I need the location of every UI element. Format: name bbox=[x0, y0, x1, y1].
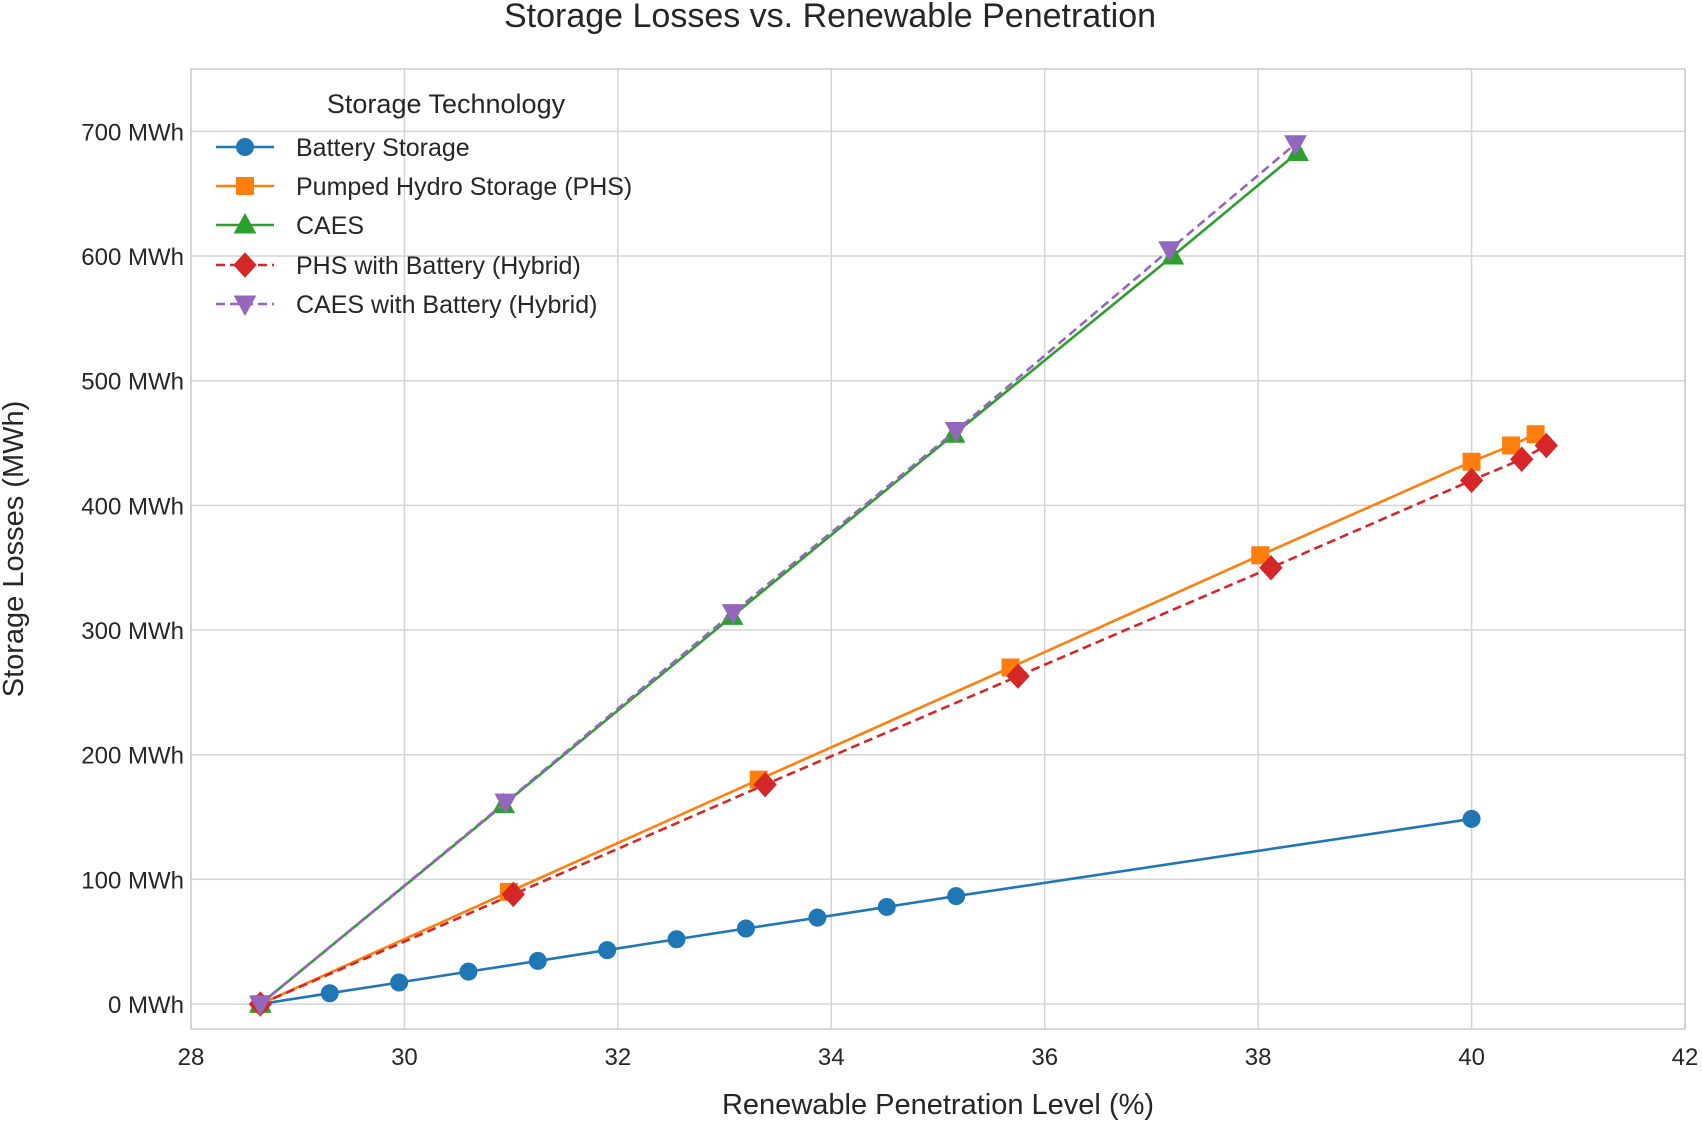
gridlines bbox=[190, 69, 1686, 1029]
series-line bbox=[259, 444, 1547, 1006]
legend-marker bbox=[236, 138, 254, 156]
y-tick-label: 0 MWh bbox=[108, 992, 184, 1019]
data-point bbox=[947, 887, 966, 906]
legend-item: CAES with Battery (Hybrid) bbox=[216, 291, 597, 319]
legend: Storage Technology Battery Storage Pumped… bbox=[216, 89, 632, 319]
data-point bbox=[808, 908, 827, 927]
y-tick-label: 300 MWh bbox=[81, 618, 184, 645]
x-tick-label: 34 bbox=[818, 1044, 845, 1071]
x-axis-label: Renewable Penetration Level (%) bbox=[722, 1089, 1154, 1121]
data-point bbox=[320, 984, 339, 1003]
series-line bbox=[259, 433, 1537, 1006]
series-group bbox=[248, 135, 1558, 1017]
legend-item: Pumped Hydro Storage (PHS) bbox=[216, 173, 632, 201]
x-tick-label: 36 bbox=[1031, 1044, 1058, 1071]
y-axis-label: Storage Losses (MWh) bbox=[0, 401, 30, 698]
y-axis-ticks: 0 MWh 100 MWh 200 MWh 300 MWh 400 MWh 500 MWh… bbox=[81, 119, 184, 1019]
data-point bbox=[753, 771, 777, 798]
data-point bbox=[598, 941, 617, 960]
legend-label: CAES with Battery (Hybrid) bbox=[296, 291, 597, 319]
data-point bbox=[1510, 446, 1534, 472]
data-point bbox=[1158, 241, 1181, 262]
legend-title: Storage Technology bbox=[327, 89, 566, 119]
y-tick-label: 100 MWh bbox=[81, 867, 184, 894]
legend-marker bbox=[233, 295, 257, 317]
y-tick-label: 200 MWh bbox=[81, 743, 184, 770]
data-point bbox=[390, 973, 409, 992]
data-point bbox=[249, 995, 272, 1017]
data-point bbox=[1462, 809, 1481, 828]
legend-item: CAES bbox=[216, 212, 364, 240]
data-point bbox=[528, 951, 547, 970]
x-tick-label: 38 bbox=[1245, 1044, 1272, 1071]
data-point bbox=[459, 962, 478, 981]
series-line bbox=[260, 817, 1472, 1006]
series-line bbox=[259, 142, 1297, 1006]
legend-item: Battery Storage bbox=[216, 134, 470, 162]
data-point bbox=[501, 881, 525, 908]
data-point bbox=[1462, 452, 1481, 471]
legend-marker bbox=[233, 212, 257, 234]
data-point bbox=[944, 422, 968, 443]
data-point bbox=[1284, 135, 1307, 156]
data-point bbox=[667, 930, 686, 949]
legend-marker bbox=[236, 177, 254, 195]
x-axis-ticks: 28 30 32 34 36 38 40 42 bbox=[178, 1044, 1699, 1071]
series-1 bbox=[251, 809, 1481, 1014]
y-tick-label: 700 MWh bbox=[81, 119, 184, 146]
legend-label: Pumped Hydro Storage (PHS) bbox=[296, 173, 632, 201]
legend-label: PHS with Battery (Hybrid) bbox=[296, 252, 581, 280]
series-4 bbox=[248, 432, 1558, 1017]
x-tick-label: 42 bbox=[1672, 1044, 1699, 1071]
legend-item: PHS with Battery (Hybrid) bbox=[216, 252, 581, 280]
data-point bbox=[1259, 554, 1283, 581]
y-tick-label: 500 MWh bbox=[81, 369, 184, 396]
data-point bbox=[1006, 663, 1030, 689]
legend-label: Battery Storage bbox=[296, 134, 470, 162]
x-tick-label: 28 bbox=[178, 1044, 205, 1071]
data-point bbox=[1502, 436, 1521, 455]
data-point bbox=[736, 919, 755, 938]
legend-label: CAES bbox=[296, 212, 364, 240]
data-point bbox=[721, 604, 745, 625]
y-tick-label: 600 MWh bbox=[81, 244, 184, 271]
series-5 bbox=[249, 135, 1307, 1017]
chart-title: Storage Losses vs. Renewable Penetration bbox=[504, 0, 1156, 35]
x-tick-label: 32 bbox=[605, 1044, 632, 1071]
y-tick-label: 400 MWh bbox=[81, 493, 184, 520]
data-point bbox=[1534, 432, 1558, 459]
data-point bbox=[877, 897, 896, 916]
data-point bbox=[494, 793, 518, 815]
plot-area-frame bbox=[190, 68, 1686, 1030]
x-tick-label: 30 bbox=[391, 1044, 418, 1071]
legend-marker bbox=[233, 252, 257, 278]
series-line bbox=[259, 151, 1299, 1006]
data-point bbox=[1459, 467, 1484, 494]
x-tick-label: 40 bbox=[1458, 1044, 1485, 1071]
